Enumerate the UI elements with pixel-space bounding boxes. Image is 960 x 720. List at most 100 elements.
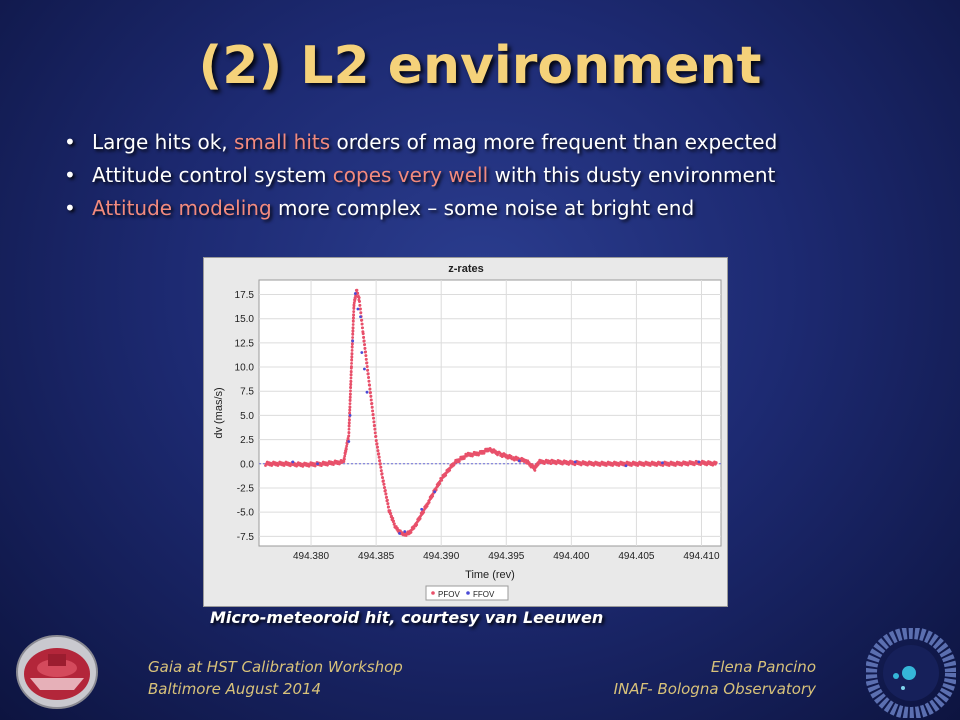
pfov-point: [431, 494, 435, 498]
pfov-point: [415, 523, 419, 527]
pfov-point: [354, 295, 358, 298]
pfov-point: [390, 514, 393, 518]
pfov-point: [359, 311, 363, 315]
pfov-point: [344, 447, 348, 451]
pfov-point: [350, 352, 354, 356]
pfov-point: [380, 472, 384, 476]
pfov-point: [381, 476, 385, 480]
pfov-point: [349, 370, 353, 374]
plot-area: [258, 279, 722, 547]
pfov-point: [353, 299, 357, 303]
pfov-point: [383, 486, 387, 489]
pfov-point: [349, 393, 352, 396]
pfov-point: [376, 449, 380, 452]
pfov-point: [352, 316, 355, 320]
pfov-point: [367, 379, 371, 383]
pfov-point: [371, 409, 375, 413]
y-tick-label: 15.0: [235, 314, 255, 325]
y-tick-label: 17.5: [235, 290, 255, 301]
bullet-item: • Large hits ok, small hits orders of mag…: [62, 130, 777, 154]
pfov-point: [363, 343, 367, 346]
legend-pfov-label: PFOV: [438, 590, 460, 599]
pfov-point: [379, 462, 382, 466]
grid-lines: [259, 280, 721, 546]
pfov-point: [361, 332, 365, 336]
pfov-point: [440, 478, 444, 482]
ffov-point: [353, 292, 357, 295]
ffov-point: [291, 460, 295, 464]
pfov-point: [347, 421, 351, 425]
pfov-point: [368, 387, 372, 391]
pfov-point: [363, 346, 367, 350]
bullet-text: orders of mag more frequent than expecte…: [330, 130, 778, 154]
pfov-point: [364, 354, 368, 357]
pfov-point: [369, 391, 372, 394]
pfov-point: [370, 402, 374, 405]
pfov-point: [362, 339, 366, 343]
pfov-point: [349, 373, 353, 377]
legend-ffov-marker: [466, 591, 470, 595]
pfov-point: [714, 461, 718, 464]
pfov-point: [366, 368, 370, 372]
bullet-item: • Attitude control system copes very well…: [62, 163, 777, 187]
pfov-point: [393, 522, 396, 526]
gaia-workshop-logo: [16, 635, 98, 709]
pfov-point: [373, 431, 377, 435]
ffov-point: [359, 315, 362, 319]
pfov-point: [348, 396, 352, 399]
x-tick-label: 494.410: [683, 551, 720, 562]
ffov-point: [348, 414, 352, 417]
footer-location: Baltimore August 2014: [148, 680, 322, 698]
pfov-point: [372, 420, 376, 424]
pfov-point: [373, 423, 376, 427]
pfov-point: [374, 439, 378, 442]
y-tick-label: 5.0: [240, 411, 254, 422]
pfov-point: [384, 492, 388, 496]
pfov-point: [349, 386, 353, 390]
pfov-point: [409, 530, 413, 534]
pfov-point: [351, 332, 355, 336]
pfov-point: [373, 427, 377, 431]
pfov-point: [379, 465, 383, 469]
pfov-point: [349, 380, 353, 384]
pfov-point: [364, 350, 368, 354]
pfov-point: [350, 349, 354, 352]
pfov-point: [425, 504, 429, 508]
ffov-point: [347, 440, 351, 443]
pfov-point: [365, 361, 369, 365]
y-tick-label: 2.5: [240, 435, 254, 446]
pfov-point: [380, 469, 383, 472]
pfov-point: [382, 479, 385, 483]
pfov-point: [343, 454, 347, 458]
pfov-series: [264, 288, 718, 537]
x-tick-label: 494.400: [553, 551, 590, 562]
pfov-point: [348, 399, 352, 402]
pfov-point: [509, 454, 513, 458]
bullet-highlight: copes very well: [332, 163, 489, 187]
pfov-point: [364, 357, 368, 361]
bullet-dot-icon: •: [64, 196, 76, 220]
pfov-point: [372, 416, 376, 420]
pfov-point: [345, 444, 349, 448]
pfov-point: [360, 322, 364, 326]
pfov-point: [350, 355, 354, 359]
pfov-point: [384, 489, 387, 492]
pfov-point: [362, 335, 366, 339]
pfov-point: [388, 509, 392, 513]
pfov-point: [348, 405, 352, 409]
ffov-point: [573, 460, 577, 464]
pfov-point: [438, 482, 442, 486]
pfov-point: [369, 398, 373, 402]
pfov-point: [348, 418, 351, 422]
pfov-point: [367, 376, 371, 379]
pfov-point: [434, 488, 438, 492]
y-tick-label: 0.0: [240, 459, 254, 470]
ffov-point: [517, 459, 521, 463]
pfov-point: [366, 372, 370, 376]
pfov-point: [342, 460, 346, 463]
y-axis-label: dv (mas/s): [213, 387, 225, 438]
bullet-text: Large hits ok,: [92, 130, 235, 154]
pfov-point: [343, 452, 347, 456]
bullet-text: with this dusty environment: [488, 163, 776, 187]
pfov-point: [350, 361, 353, 365]
